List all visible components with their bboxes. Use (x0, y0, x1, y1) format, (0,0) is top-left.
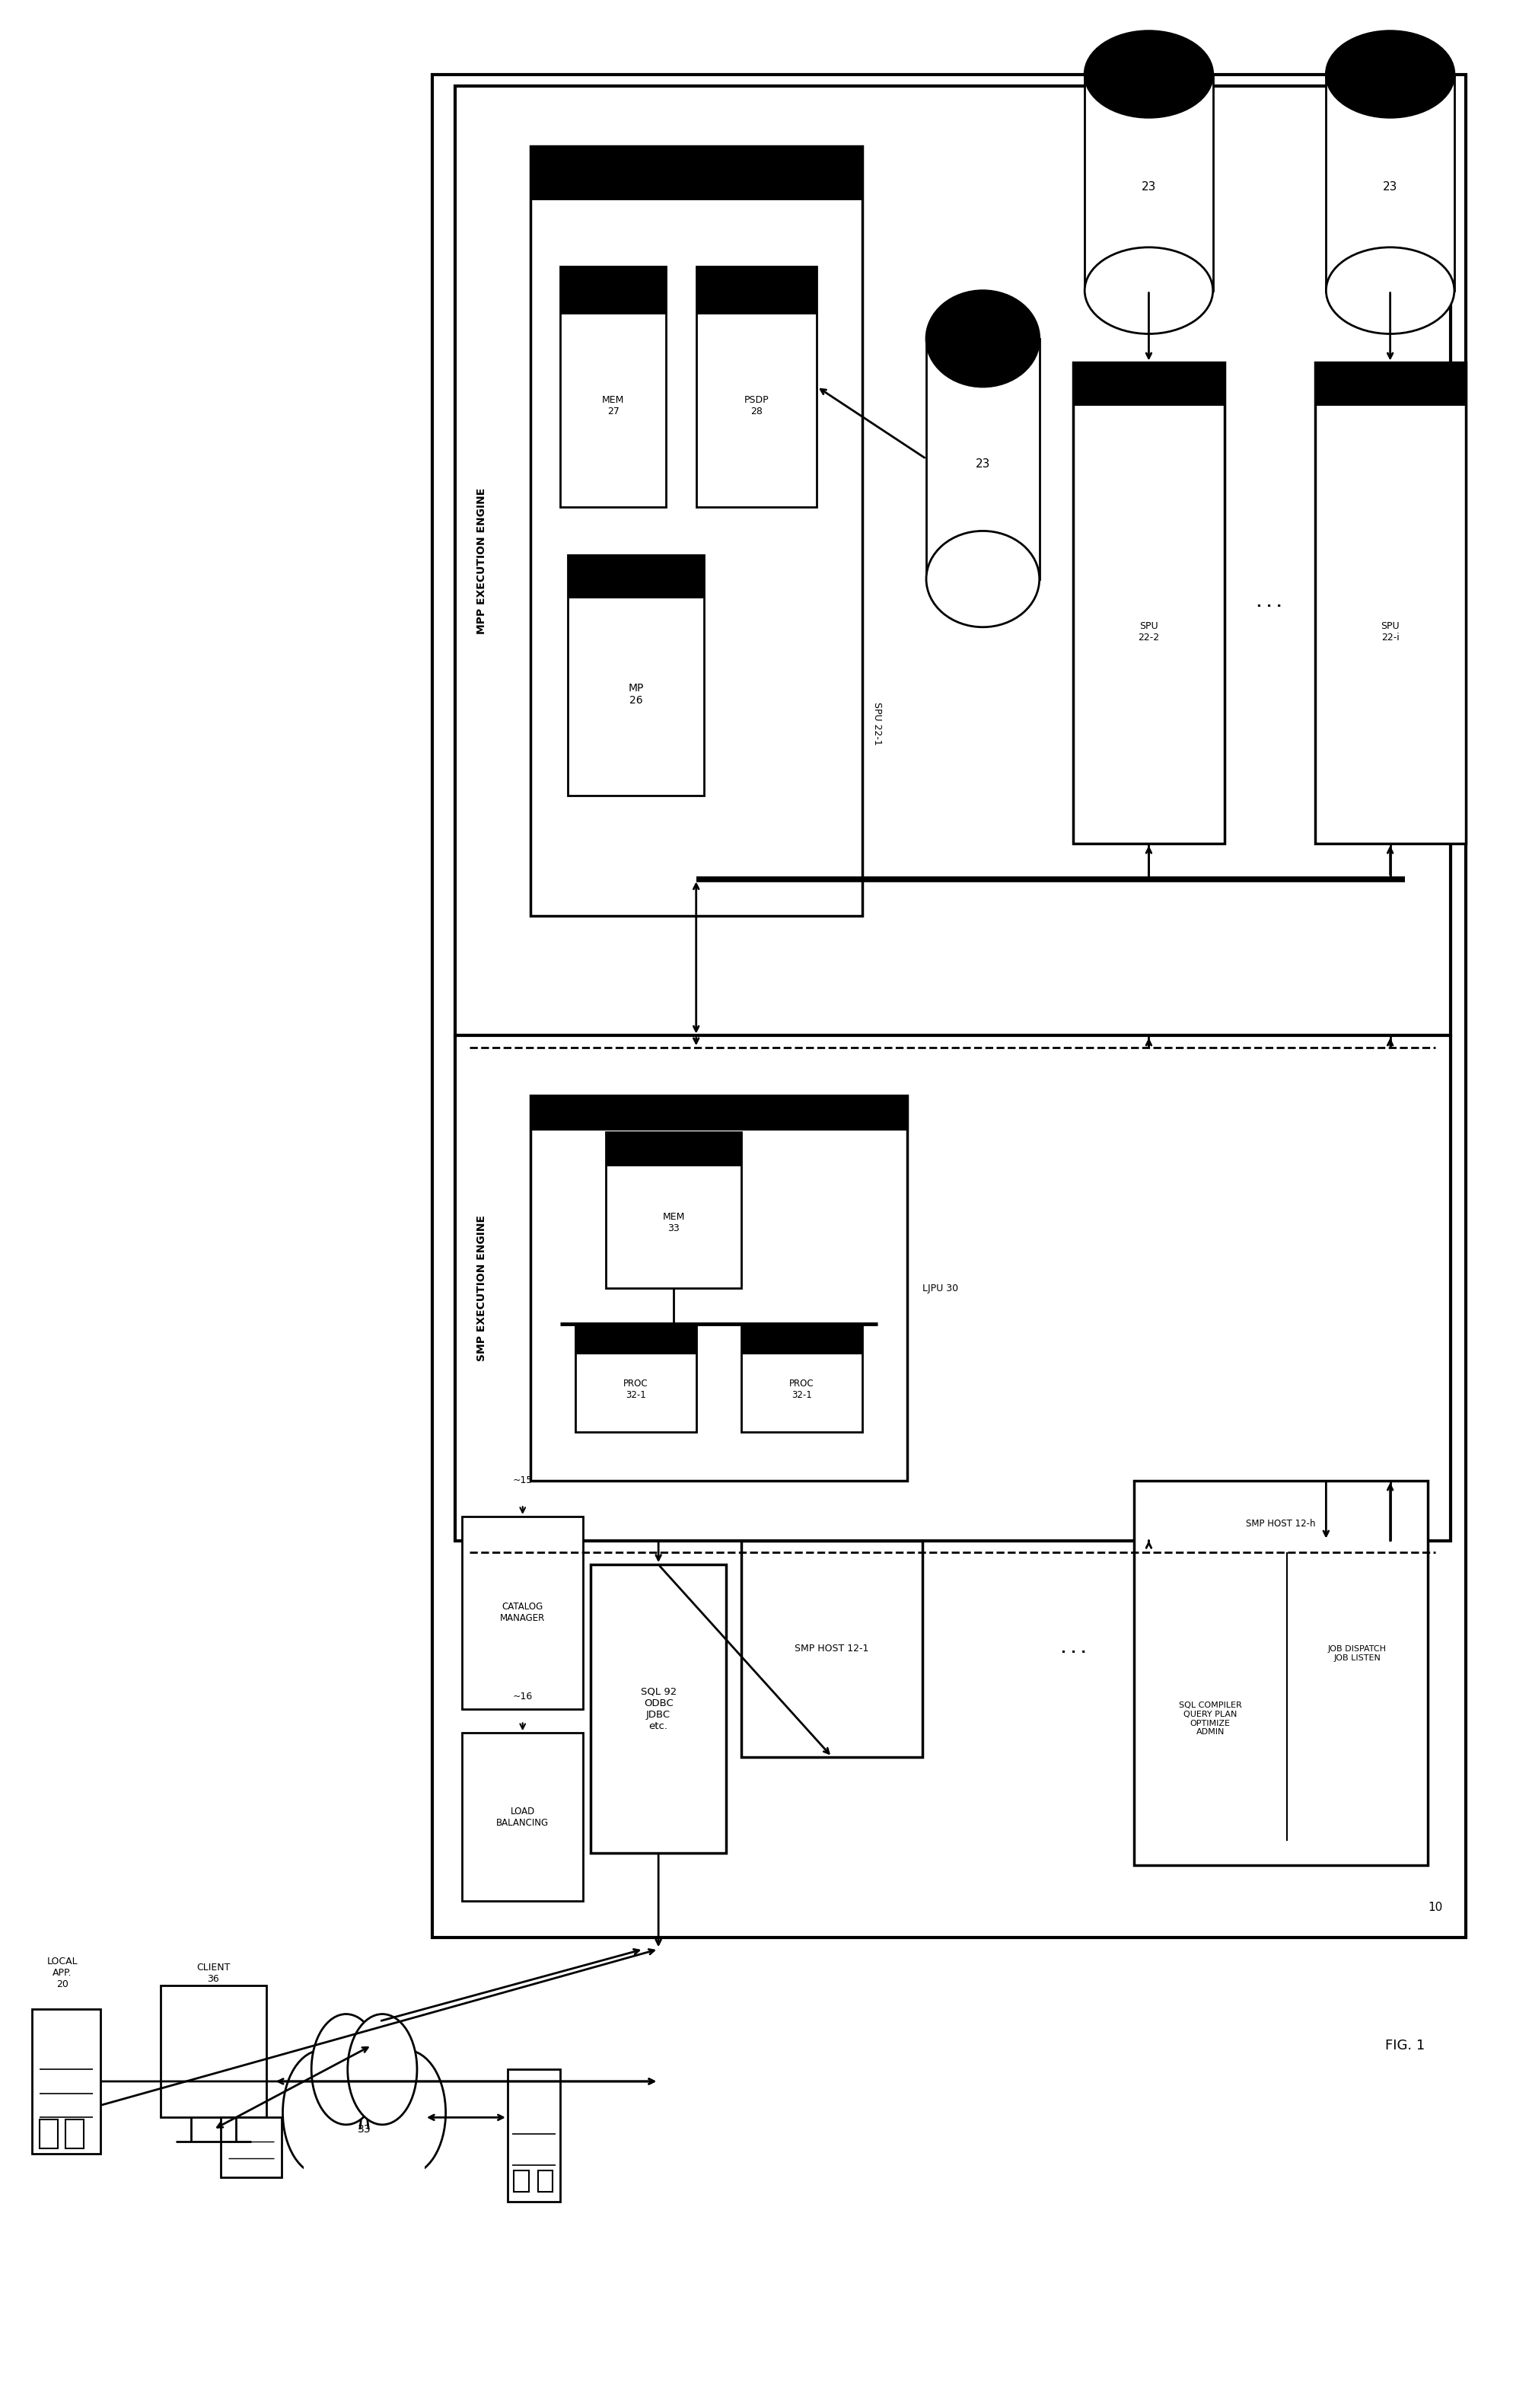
Text: SMP HOST 12-h: SMP HOST 12-h (1247, 1519, 1316, 1529)
Text: PROC
32-1: PROC 32-1 (790, 1377, 814, 1399)
Ellipse shape (297, 2020, 433, 2189)
Text: CATALOG
MANAGER: CATALOG MANAGER (501, 1601, 545, 1623)
Text: 33: 33 (357, 2124, 371, 2136)
FancyBboxPatch shape (560, 267, 666, 508)
Text: ~15: ~15 (513, 1476, 533, 1486)
FancyBboxPatch shape (530, 147, 862, 200)
FancyBboxPatch shape (575, 1324, 696, 1433)
Text: 23: 23 (1141, 181, 1156, 193)
Text: 23: 23 (1383, 181, 1398, 193)
FancyBboxPatch shape (455, 87, 1451, 1035)
FancyBboxPatch shape (39, 2119, 57, 2148)
FancyBboxPatch shape (696, 267, 817, 315)
Ellipse shape (926, 530, 1039, 626)
FancyBboxPatch shape (741, 1324, 862, 1433)
FancyBboxPatch shape (1085, 75, 1213, 291)
Circle shape (312, 2013, 381, 2124)
FancyBboxPatch shape (1073, 364, 1224, 407)
FancyBboxPatch shape (605, 1132, 741, 1165)
FancyBboxPatch shape (696, 267, 817, 508)
Text: MPP EXECUTION ENGINE: MPP EXECUTION ENGINE (477, 489, 487, 633)
Circle shape (348, 2013, 418, 2124)
Text: . . .: . . . (1257, 597, 1282, 609)
Text: LOAD
BALANCING: LOAD BALANCING (496, 1806, 549, 1828)
Text: MEM
33: MEM 33 (663, 1211, 685, 1233)
Ellipse shape (926, 291, 1039, 388)
FancyBboxPatch shape (530, 147, 862, 915)
Text: MEM
27: MEM 27 (602, 395, 625, 417)
FancyBboxPatch shape (507, 2068, 560, 2201)
Text: FIG. 1: FIG. 1 (1386, 2040, 1425, 2052)
Text: JOB DISPATCH
JOB LISTEN: JOB DISPATCH JOB LISTEN (1328, 1645, 1386, 1662)
FancyBboxPatch shape (926, 340, 1039, 578)
Ellipse shape (1325, 248, 1454, 335)
FancyBboxPatch shape (221, 2117, 281, 2177)
Text: SPU 22-1: SPU 22-1 (873, 701, 882, 744)
Text: 23: 23 (976, 458, 990, 470)
Text: ~16: ~16 (513, 1693, 533, 1702)
FancyBboxPatch shape (567, 554, 704, 795)
FancyBboxPatch shape (741, 1324, 862, 1353)
Text: LOCAL
APP.
20: LOCAL APP. 20 (47, 1958, 79, 1989)
FancyBboxPatch shape (1325, 75, 1454, 291)
FancyBboxPatch shape (560, 267, 666, 315)
FancyBboxPatch shape (463, 1734, 583, 1900)
Text: SPU
22-i: SPU 22-i (1381, 621, 1400, 643)
Text: LJPU 30: LJPU 30 (923, 1283, 958, 1293)
FancyBboxPatch shape (65, 2119, 83, 2148)
Ellipse shape (1085, 31, 1213, 118)
FancyBboxPatch shape (32, 2008, 100, 2153)
Text: SMP EXECUTION ENGINE: SMP EXECUTION ENGINE (477, 1216, 487, 1361)
FancyBboxPatch shape (1315, 364, 1466, 407)
Circle shape (368, 2049, 446, 2174)
FancyBboxPatch shape (567, 554, 704, 597)
Text: 10: 10 (1428, 1902, 1443, 1912)
Text: SMP HOST 12-1: SMP HOST 12-1 (794, 1645, 868, 1654)
Text: CLIENT
36: CLIENT 36 (197, 1963, 230, 1984)
FancyBboxPatch shape (433, 75, 1466, 1936)
FancyBboxPatch shape (1315, 364, 1466, 843)
FancyBboxPatch shape (530, 1096, 908, 1481)
Circle shape (307, 2049, 422, 2232)
FancyBboxPatch shape (1133, 1481, 1428, 1866)
FancyBboxPatch shape (537, 2170, 552, 2191)
FancyBboxPatch shape (160, 1984, 266, 2117)
Text: . . .: . . . (1061, 1642, 1086, 1657)
FancyBboxPatch shape (513, 2170, 528, 2191)
Ellipse shape (1325, 31, 1454, 118)
FancyBboxPatch shape (455, 1035, 1451, 1541)
FancyBboxPatch shape (530, 1096, 908, 1129)
Text: MP
26: MP 26 (628, 684, 643, 706)
FancyBboxPatch shape (741, 1541, 923, 1758)
Text: SQL COMPILER
QUERY PLAN
OPTIMIZE
ADMIN: SQL COMPILER QUERY PLAN OPTIMIZE ADMIN (1179, 1702, 1242, 1736)
Text: SPU
22-2: SPU 22-2 (1138, 621, 1159, 643)
Ellipse shape (1085, 248, 1213, 335)
FancyBboxPatch shape (304, 2129, 425, 2237)
FancyBboxPatch shape (590, 1565, 726, 1854)
Text: PSDP
28: PSDP 28 (744, 395, 769, 417)
Text: SQL 92
ODBC
JDBC
etc.: SQL 92 ODBC JDBC etc. (640, 1686, 676, 1731)
Circle shape (283, 2049, 362, 2174)
FancyBboxPatch shape (575, 1324, 696, 1353)
FancyBboxPatch shape (1073, 364, 1224, 843)
FancyBboxPatch shape (605, 1132, 741, 1288)
FancyBboxPatch shape (463, 1517, 583, 1710)
Text: PROC
32-1: PROC 32-1 (623, 1377, 648, 1399)
